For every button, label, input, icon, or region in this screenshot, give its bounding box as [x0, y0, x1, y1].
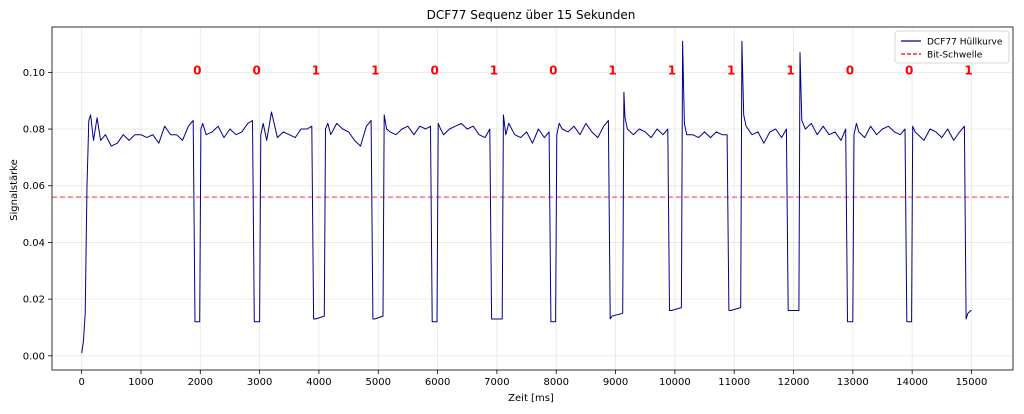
chart-title: DCF77 Sequenz über 15 Sekunden — [427, 8, 636, 22]
bit-labels: 0 0 1 1 0 1 0 1 1 1 1 0 0 1 — [193, 64, 973, 78]
x-tick-label: 9000 — [603, 377, 628, 388]
x-tick-label: 2000 — [188, 377, 213, 388]
bit-value-label: 0 — [252, 64, 260, 78]
bit-value-label: 1 — [727, 64, 735, 78]
x-tick-label: 3000 — [247, 377, 272, 388]
bit-value-label: 1 — [608, 64, 616, 78]
x-tick-label: 8000 — [544, 377, 569, 388]
y-tick-label: 0.08 — [23, 125, 45, 136]
bit-value-label: 0 — [430, 64, 438, 78]
plot-frame — [51, 26, 1014, 371]
bit-value-label: 1 — [964, 64, 972, 78]
bit-value-label: 1 — [786, 64, 794, 78]
x-tick-label: 15000 — [956, 377, 988, 388]
envelope-series-line — [81, 40, 972, 354]
bit-value-label: 1 — [668, 64, 676, 78]
x-tick-label: 6000 — [425, 377, 450, 388]
legend-box — [894, 30, 1010, 64]
y-tick-label: 0.06 — [23, 181, 45, 192]
y-tick-label: 0.04 — [23, 238, 45, 249]
y-tick-label: 0.10 — [23, 68, 45, 79]
bit-value-label: 1 — [312, 64, 320, 78]
x-axis: 0 1000 2000 3000 4000 5000 6000 7000 8000 9000 100… — [78, 370, 987, 388]
x-tick-label: 10000 — [659, 377, 691, 388]
x-tick-label: 4000 — [306, 377, 331, 388]
x-tick-label: 5000 — [366, 377, 391, 388]
bit-value-label: 0 — [549, 64, 557, 78]
y-axis: 0.00 0.02 0.04 0.06 0.08 0.10 — [23, 68, 52, 362]
bit-value-label: 0 — [193, 64, 201, 78]
x-tick-label: 12000 — [778, 377, 810, 388]
x-tick-label: 0 — [78, 377, 84, 388]
y-axis-label: Signalstärke — [9, 159, 20, 221]
y-tick-label: 0.00 — [23, 351, 45, 362]
x-axis-label: Zeit [ms] — [508, 393, 554, 404]
legend: DCF77 Hüllkurve Bit-Schwelle — [894, 30, 1010, 64]
x-tick-label: 7000 — [484, 377, 509, 388]
x-tick-label: 1000 — [128, 377, 153, 388]
bit-value-label: 1 — [371, 64, 379, 78]
bit-value-label: 0 — [905, 64, 913, 78]
x-tick-label: 13000 — [837, 377, 869, 388]
bit-value-label: 0 — [846, 64, 854, 78]
series-layer — [81, 40, 972, 354]
legend-label: Bit-Schwelle — [927, 51, 983, 61]
y-tick-label: 0.02 — [23, 295, 45, 306]
bit-value-label: 1 — [490, 64, 498, 78]
legend-label: DCF77 Hüllkurve — [927, 38, 1003, 48]
x-tick-label: 11000 — [718, 377, 750, 388]
x-tick-label: 14000 — [896, 377, 928, 388]
